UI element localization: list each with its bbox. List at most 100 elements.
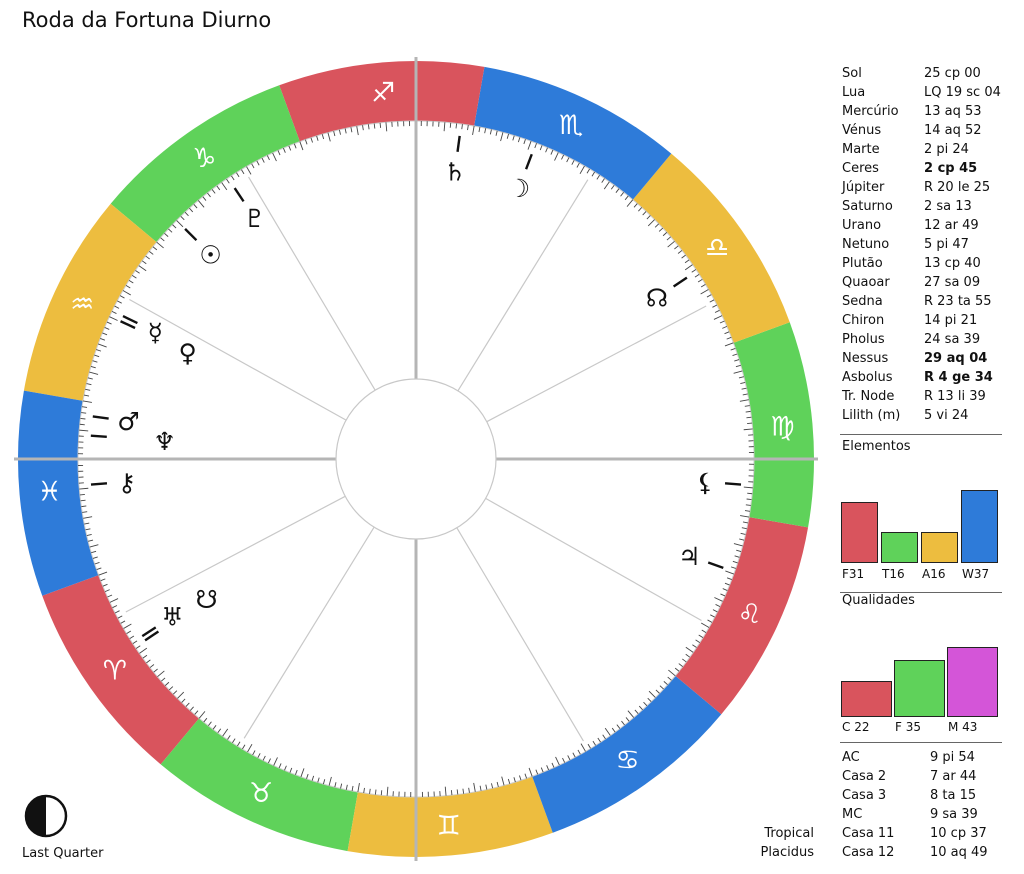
planet-value: R 4 ge 34 (924, 370, 993, 385)
degree-tick (519, 775, 522, 781)
degree-tick (145, 255, 150, 260)
planet-name: Asbolus (842, 370, 893, 385)
degree-tick (369, 788, 371, 794)
body-position-tick (120, 320, 136, 330)
degree-tick (350, 127, 353, 133)
degree-tick (207, 192, 211, 198)
degree-tick (655, 689, 660, 694)
degree-tick (736, 549, 742, 553)
degree-tick (513, 777, 516, 783)
degree-tick (485, 784, 488, 790)
degree-tick (545, 147, 548, 153)
degree-tick (138, 265, 147, 272)
sign-glyph-icon: ♓︎ (37, 477, 61, 508)
degree-tick (123, 623, 132, 629)
planet-glyph-icon: ♆ (153, 427, 175, 456)
degree-tick (379, 122, 382, 128)
degree-tick (89, 371, 99, 375)
degree-tick (506, 133, 510, 139)
divider (840, 742, 1002, 743)
sign-sector (675, 517, 809, 715)
degree-tick (221, 182, 228, 191)
degree-tick (528, 767, 533, 777)
degree-tick (571, 160, 575, 165)
degree-tick (473, 782, 476, 792)
degree-tick (96, 567, 102, 571)
house-cusp-line (243, 526, 375, 739)
degree-tick (455, 123, 458, 129)
sign-glyph-icon: ♋︎ (615, 745, 639, 776)
degree-tick (122, 290, 132, 296)
body-position-tick (144, 630, 160, 642)
degree-tick (211, 189, 216, 194)
planet-name: Tr. Node (842, 389, 895, 404)
degree-tick (496, 781, 499, 787)
planet-value: 5 vi 24 (924, 408, 969, 423)
degree-tick (741, 387, 747, 390)
degree-tick (149, 251, 154, 255)
degree-tick (87, 377, 93, 380)
planet-positions-table: Sol 25 cp 00 Lua LQ 19 sc 04 Mercúrio 13 aq 5… (842, 64, 1002, 425)
degree-tick (603, 181, 610, 190)
bar-m43 (947, 647, 998, 717)
degree-tick (741, 527, 747, 530)
bar-t16 (881, 531, 918, 563)
degree-tick (647, 697, 652, 703)
degree-tick (491, 783, 494, 789)
degree-tick (185, 702, 190, 707)
degree-tick (620, 192, 624, 197)
bar-label: M 43 (948, 720, 978, 734)
degree-tick (90, 365, 96, 369)
degree-tick (202, 196, 207, 201)
degree-tick (627, 710, 635, 718)
planet-row: Quaoar 27 sa 09 (842, 273, 1002, 292)
degree-tick (79, 429, 89, 432)
degree-tick (257, 753, 261, 758)
elements-heading: Elementos (842, 439, 911, 454)
degree-tick (744, 405, 750, 407)
degree-tick (713, 315, 723, 320)
degree-tick (743, 486, 753, 489)
planet-row: Pholus 24 sa 39 (842, 330, 1002, 349)
body-position-tick (707, 561, 724, 569)
degree-tick (282, 147, 286, 153)
degree-tick (740, 515, 750, 518)
degree-tick (272, 152, 277, 162)
degree-tick (262, 755, 266, 761)
sign-glyph-icon: ♉︎ (249, 778, 273, 809)
sign-sector (42, 575, 200, 765)
degree-tick (85, 388, 91, 391)
house-name: Casa 3 (842, 788, 887, 803)
degree-tick (82, 511, 88, 513)
degree-tick (160, 677, 166, 682)
degree-tick (111, 310, 117, 314)
degree-tick (338, 129, 341, 135)
sign-sector (347, 776, 553, 857)
degree-tick (208, 721, 212, 726)
degree-tick (322, 779, 326, 785)
degree-tick (256, 160, 260, 166)
degree-tick (79, 487, 89, 490)
degree-tick (580, 743, 586, 752)
degree-tick (726, 577, 732, 580)
degree-tick (251, 163, 255, 169)
degree-tick (646, 215, 651, 220)
degree-tick (104, 589, 110, 593)
bar-label: T16 (882, 567, 905, 581)
degree-tick (572, 752, 576, 758)
degree-tick (100, 578, 106, 582)
degree-tick (517, 137, 521, 143)
house-system: Placidus (760, 845, 814, 860)
degree-tick (642, 211, 647, 216)
sign-sector (160, 718, 358, 852)
degree-tick (567, 755, 571, 761)
degree-tick (700, 622, 710, 628)
degree-tick (168, 228, 173, 233)
house-row: Casa 12 10 aq 49 (842, 843, 1002, 862)
degree-tick (106, 321, 112, 325)
planet-value: R 23 ta 55 (924, 294, 992, 309)
planet-row: Chiron 14 pi 21 (842, 311, 1002, 330)
house-cusp-line (457, 179, 589, 392)
degree-tick (100, 338, 106, 341)
planet-name: Sedna (842, 294, 883, 309)
